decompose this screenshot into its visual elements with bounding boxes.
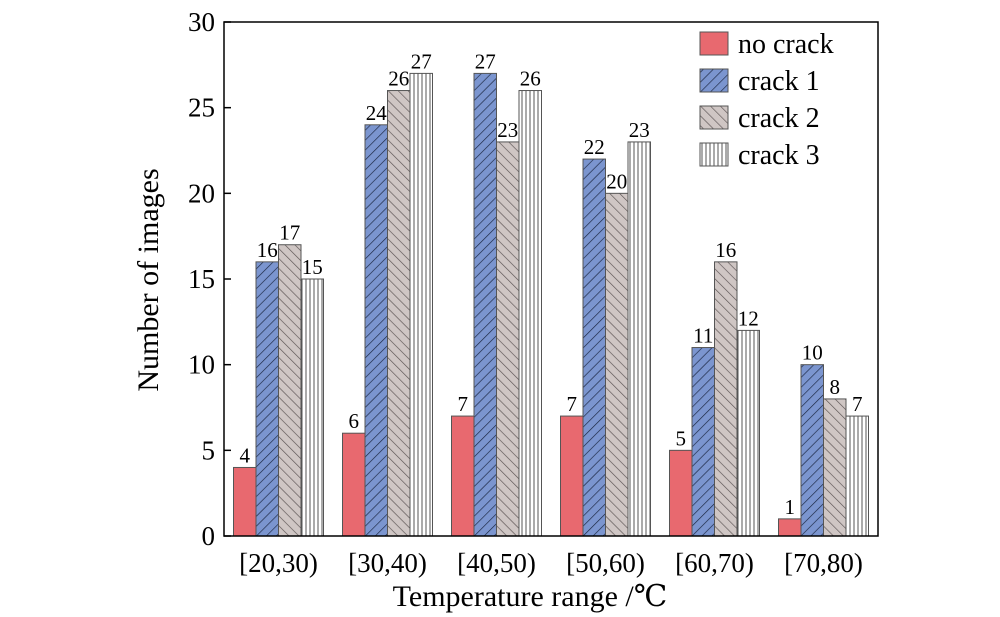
- legend-swatch-crack-3: [699, 142, 729, 167]
- data-label-crack-2-2: 26: [388, 67, 409, 91]
- x-axis-label: Temperature range /℃: [393, 580, 668, 613]
- y-tick-label: 15: [188, 264, 215, 294]
- data-label-crack-3-3: 26: [520, 67, 541, 91]
- x-tick-label: [30,40): [348, 548, 427, 578]
- y-tick-label: 0: [202, 521, 216, 551]
- bar-crack-1-6: [800, 364, 824, 537]
- data-label-crack-1-6: 10: [802, 341, 823, 365]
- data-label-no-crack-3: 7: [458, 392, 469, 416]
- bar-no-crack-3: [451, 415, 475, 537]
- legend-swatch-crack-1: [699, 68, 729, 93]
- data-label-crack-1-3: 27: [475, 49, 496, 73]
- data-label-no-crack-5: 5: [676, 426, 687, 450]
- bar-crack-2-3: [496, 141, 520, 537]
- bars-group: [233, 72, 869, 537]
- data-label-no-crack-4: 7: [567, 392, 578, 416]
- y-tick-label: 20: [188, 178, 215, 208]
- bar-crack-2-1: [278, 244, 302, 537]
- bar-crack-1-3: [473, 72, 497, 537]
- data-label-crack-1-5: 11: [693, 324, 713, 348]
- data-label-no-crack-2: 6: [349, 409, 360, 433]
- bar-crack-2-2: [387, 90, 411, 537]
- bar-crack-1-5: [691, 347, 715, 537]
- bar-crack-3-6: [845, 415, 869, 537]
- x-tick-label: [60,70): [675, 548, 754, 578]
- data-label-crack-2-4: 20: [606, 169, 627, 193]
- x-axis: [20,30) [30,40) [40,50) [50,60) [60,70) [70,8…: [239, 548, 863, 578]
- bar-crack-2-5: [714, 261, 738, 537]
- legend-label-no-crack: no crack: [738, 29, 834, 60]
- data-label-crack-3-1: 15: [302, 255, 323, 279]
- bar-crack-2-6: [823, 398, 847, 537]
- data-label-no-crack-6: 1: [785, 495, 796, 519]
- bar-crack-3-5: [736, 329, 760, 537]
- bar-no-crack-6: [778, 518, 802, 537]
- y-tick-label: 5: [202, 435, 216, 465]
- data-label-crack-3-2: 27: [411, 49, 432, 73]
- legend-label-crack-3: crack 3: [738, 140, 820, 171]
- y-tick-label: 10: [188, 350, 215, 380]
- data-label-crack-2-6: 8: [830, 375, 841, 399]
- legend-swatch-crack-2: [699, 105, 729, 130]
- bar-crack-1-2: [364, 124, 388, 537]
- bar-no-crack-5: [669, 449, 693, 537]
- bar-crack-3-2: [409, 72, 433, 537]
- x-tick-label: [50,60): [566, 548, 645, 578]
- x-tick-label: [70,80): [784, 548, 863, 578]
- bar-crack-1-1: [255, 261, 279, 537]
- data-label-crack-2-1: 17: [279, 221, 300, 245]
- y-axis-label: Number of images: [132, 168, 165, 391]
- bar-no-crack-4: [560, 415, 584, 537]
- bar-no-crack-1: [233, 466, 257, 537]
- data-label-crack-3-4: 23: [629, 118, 650, 142]
- bar-crack-1-4: [582, 158, 606, 537]
- y-tick-label: 25: [188, 93, 215, 123]
- legend-label-crack-2: crack 2: [738, 103, 820, 134]
- data-label-crack-1-4: 22: [584, 135, 605, 159]
- data-label-no-crack-1: 4: [240, 443, 251, 467]
- legend-label-crack-1: crack 1: [738, 66, 820, 97]
- data-label-crack-3-6: 7: [852, 392, 863, 416]
- bar-crack-3-3: [518, 90, 542, 537]
- bar-no-crack-2: [342, 432, 366, 537]
- data-label-crack-3-5: 12: [738, 306, 759, 330]
- data-label-crack-1-2: 24: [366, 101, 388, 125]
- bar-crack-3-1: [300, 278, 324, 537]
- bar-crack-3-4: [627, 141, 651, 537]
- y-axis: 0 5 10 15 20 25 30: [188, 7, 231, 551]
- legend-swatch-no-crack: [699, 31, 729, 56]
- data-label-crack-2-5: 16: [715, 238, 736, 262]
- data-label-crack-2-3: 23: [497, 118, 518, 142]
- x-tick-label: [40,50): [457, 548, 536, 578]
- legend: no crack crack 1 crack 2 crack 3: [699, 29, 834, 171]
- bar-crack-2-4: [605, 192, 629, 537]
- data-label-crack-1-1: 16: [257, 238, 278, 262]
- y-tick-label: 30: [188, 7, 215, 37]
- x-tick-label: [20,30): [239, 548, 318, 578]
